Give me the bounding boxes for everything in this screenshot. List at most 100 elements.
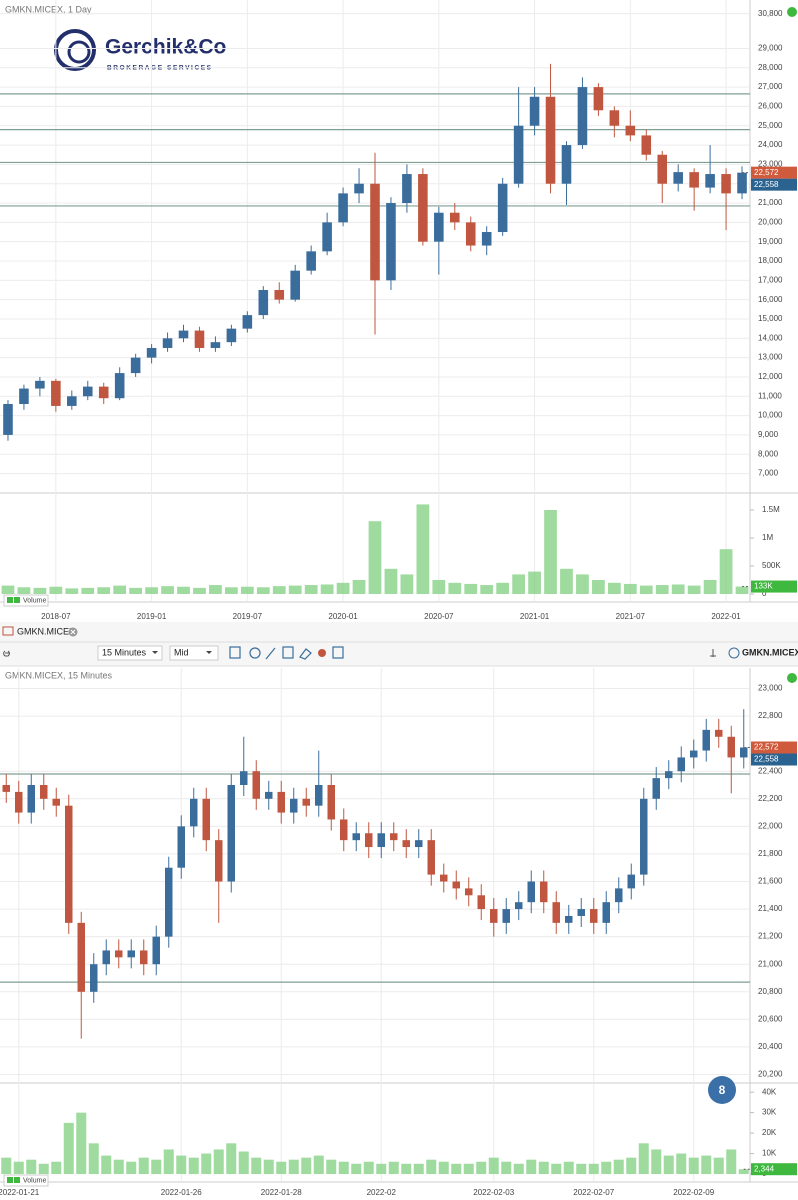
volume-bar — [304, 585, 318, 594]
candle-body — [130, 357, 141, 374]
candle-body — [465, 222, 476, 246]
volume-bar — [401, 1163, 412, 1174]
candle-body — [290, 798, 298, 813]
candle-body — [127, 950, 135, 958]
volume-bar — [513, 1163, 524, 1174]
volume-bar — [301, 1157, 312, 1174]
tool-icon[interactable] — [332, 646, 344, 659]
interval-label: 15 Minutes — [102, 647, 147, 657]
price-marker-label: 22,558 — [754, 755, 779, 764]
candle-body — [513, 125, 524, 184]
volume-tick-label: 1M — [762, 533, 773, 542]
candle-body — [527, 881, 535, 903]
tool-icon[interactable] — [249, 647, 261, 659]
volume-bar — [326, 1159, 337, 1174]
volume-bar — [188, 1157, 199, 1174]
tool-icon[interactable] — [299, 648, 312, 660]
x-tick-label: 2022-01-26 — [161, 1188, 202, 1197]
y-tick-label: 22,200 — [758, 794, 783, 803]
y-tick-label: 15,000 — [758, 314, 783, 323]
volume-bar — [451, 1163, 462, 1174]
volume-bar — [687, 585, 701, 594]
candle-body — [227, 785, 235, 882]
candle-body — [240, 771, 248, 786]
volume-bar — [496, 582, 510, 594]
x-tick-label: 2022-02-07 — [573, 1188, 614, 1197]
candle-body — [2, 785, 10, 792]
tool-icon[interactable] — [229, 646, 241, 659]
legend-label: Volume — [23, 1177, 46, 1184]
link-icon[interactable] — [3, 650, 10, 657]
y-tick-label: 17,000 — [758, 275, 783, 284]
price-marker — [751, 178, 797, 191]
volume-bar — [576, 574, 589, 594]
legend-swatch — [7, 597, 13, 603]
candle-body — [302, 798, 310, 806]
y-tick-label: 26,000 — [758, 102, 783, 111]
volume-bar — [17, 587, 31, 594]
volume-bar — [601, 1161, 612, 1174]
dropdown-arrow — [152, 651, 158, 654]
candle-body — [258, 289, 269, 316]
candle-body — [721, 174, 731, 194]
volume-bar — [426, 1159, 437, 1174]
logo-ring — [67, 40, 91, 64]
y-tick-label: 23,000 — [758, 684, 783, 693]
volume-bar — [388, 1161, 399, 1174]
volume-bar — [416, 504, 430, 594]
candle-body — [390, 833, 398, 841]
candle-body — [415, 840, 423, 848]
volume-bar — [276, 1161, 287, 1174]
tool-icon[interactable] — [282, 646, 294, 659]
volume-marker — [751, 580, 797, 593]
candle-body — [290, 270, 300, 300]
candle-body — [102, 950, 110, 965]
volume-bar — [651, 1149, 662, 1174]
anchor-icon[interactable] — [710, 649, 716, 657]
volume-bar — [719, 549, 733, 594]
volume-bar — [588, 1163, 599, 1174]
candle-body — [152, 936, 160, 965]
candle-body — [652, 778, 660, 799]
tool-icon[interactable] — [318, 649, 326, 657]
candle-body — [502, 909, 510, 923]
volume-bar — [1, 585, 15, 594]
candle-body — [402, 840, 410, 848]
tab-label[interactable]: GMKN.MICEX — [17, 626, 75, 636]
candle-body — [277, 791, 285, 813]
volume-bar — [226, 1143, 237, 1174]
candle-body — [465, 888, 473, 896]
candle-body — [315, 785, 323, 806]
candle-body — [210, 342, 221, 348]
candle-body — [98, 386, 109, 399]
volume-bar — [38, 1163, 49, 1174]
candle-body — [481, 232, 492, 246]
y-tick-label: 10,000 — [758, 411, 783, 420]
volume-bar — [13, 1161, 24, 1174]
volume-bar — [338, 1161, 349, 1174]
volume-bar — [288, 1159, 299, 1174]
notification-badge[interactable] — [708, 1076, 736, 1104]
y-tick-label: 16,000 — [758, 295, 783, 304]
candle-body — [552, 902, 560, 923]
interval-select[interactable] — [97, 645, 163, 661]
candle-body — [402, 174, 412, 204]
x-tick-label: 2018-07 — [41, 612, 71, 621]
candle-body — [477, 895, 485, 910]
candle-body — [40, 785, 48, 799]
tool-icon[interactable] — [265, 647, 276, 660]
candle-body — [625, 125, 636, 136]
price-type-select[interactable] — [169, 645, 219, 661]
candle-body — [418, 174, 428, 242]
candle-body — [673, 172, 683, 184]
volume-marker-label: 133K — [754, 582, 773, 591]
volume-bar — [639, 585, 653, 594]
symbol-icon — [728, 647, 740, 659]
volume-bar — [113, 1159, 124, 1174]
volume-tick-label: 30K — [762, 1108, 777, 1117]
price-marker-label: 22,572 — [754, 743, 779, 752]
volume-bar — [193, 587, 206, 594]
symbol-label[interactable]: GMKN.MICEX — [742, 647, 798, 657]
logo-name: Gerchik&Co — [105, 36, 226, 59]
